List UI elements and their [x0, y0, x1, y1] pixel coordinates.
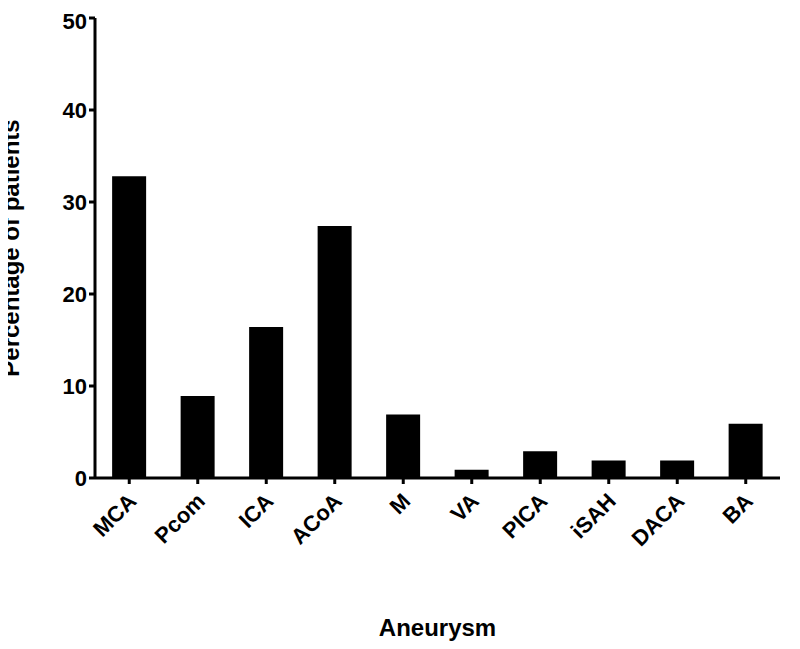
svg-text:DACA: DACA	[627, 488, 690, 551]
svg-text:PICA: PICA	[497, 488, 552, 543]
svg-text:Aneurysm: Aneurysm	[379, 614, 496, 641]
svg-text:BA: BA	[718, 488, 758, 528]
svg-text:iSAH: iSAH	[566, 488, 621, 543]
svg-text:10: 10	[63, 374, 87, 399]
svg-text:MCA: MCA	[88, 488, 141, 541]
svg-text:VA: VA	[446, 488, 484, 526]
svg-text:ACoA: ACoA	[286, 488, 347, 549]
svg-text:40: 40	[63, 98, 87, 123]
svg-text:0: 0	[75, 466, 87, 491]
svg-text:ICA: ICA	[234, 488, 279, 533]
svg-text:Percentage of patients: Percentage of patients	[8, 119, 24, 376]
svg-text:Pcom: Pcom	[150, 488, 210, 548]
svg-text:30: 30	[63, 190, 87, 215]
svg-text:M: M	[385, 488, 416, 519]
svg-text:50: 50	[63, 9, 87, 34]
svg-text:20: 20	[63, 282, 87, 307]
